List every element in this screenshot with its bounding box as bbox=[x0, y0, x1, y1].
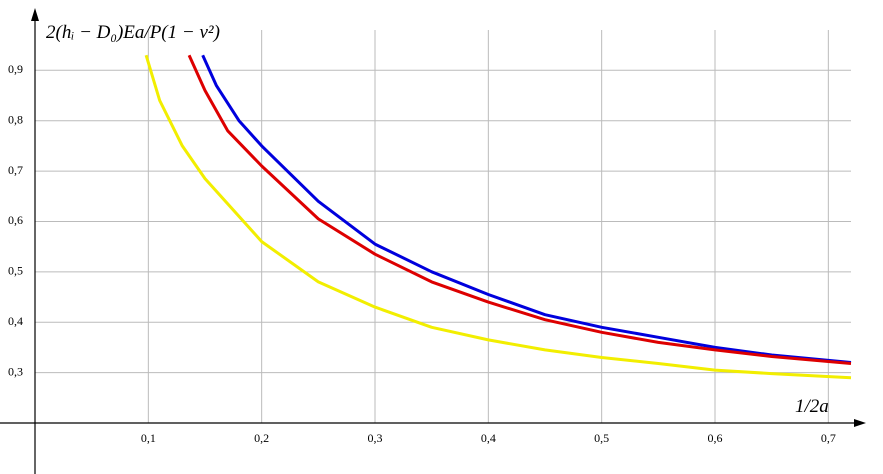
y-tick-label: 0,5 bbox=[8, 264, 23, 278]
y-tick-label: 0,4 bbox=[8, 314, 23, 328]
y-axis-label: 2(hᵢ − D₀)Ea/P(1 − ν²) bbox=[46, 22, 220, 43]
x-tick-label: 0,2 bbox=[254, 431, 269, 445]
x-tick-label: 0,5 bbox=[594, 431, 609, 445]
y-tick-label: 0,8 bbox=[8, 112, 23, 126]
curve bbox=[187, 54, 852, 365]
y-tick-label: 0,7 bbox=[8, 163, 23, 177]
x-arrow bbox=[854, 419, 866, 427]
y-tick-label: 0,6 bbox=[8, 213, 23, 227]
x-tick-label: 0,6 bbox=[708, 431, 723, 445]
x-tick-label: 0,4 bbox=[481, 431, 496, 445]
y-arrow bbox=[31, 8, 39, 21]
curve bbox=[201, 54, 852, 364]
curve bbox=[144, 54, 852, 380]
x-axis-label: 1/2a bbox=[795, 396, 829, 417]
x-tick-label: 0,3 bbox=[368, 431, 383, 445]
x-tick-label: 0,7 bbox=[821, 431, 836, 445]
x-tick-label: 0,1 bbox=[141, 431, 156, 445]
y-tick-label: 0,3 bbox=[8, 364, 23, 378]
y-tick-label: 0,9 bbox=[8, 62, 23, 76]
